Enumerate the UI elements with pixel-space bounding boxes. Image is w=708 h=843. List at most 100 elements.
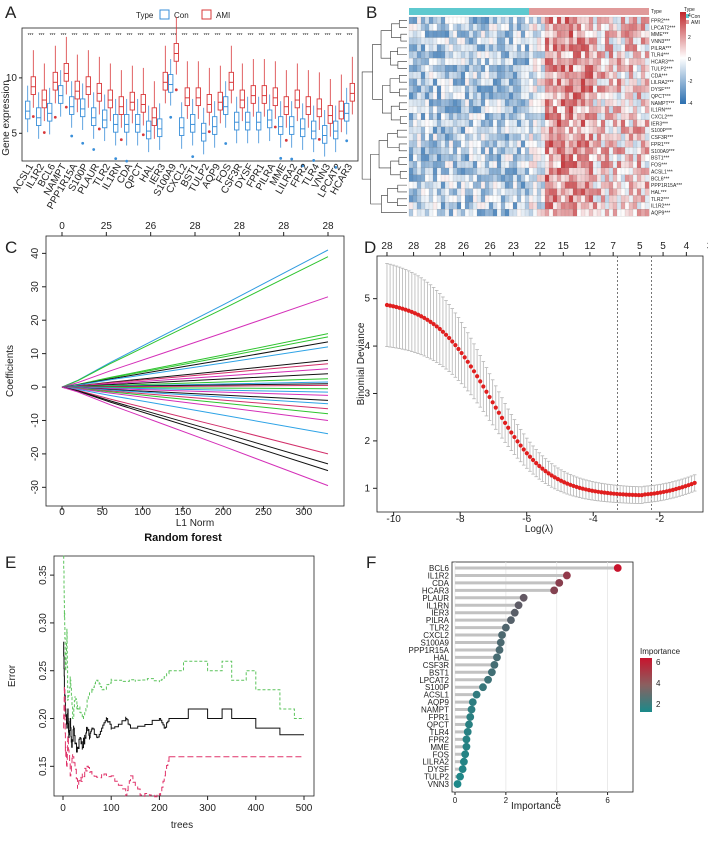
heatmap-cell [432, 209, 438, 217]
heatmap-cell [560, 51, 566, 59]
top-tick-label-d: 5 [660, 241, 666, 252]
heatmap-cell [496, 78, 502, 86]
box-ami [305, 96, 311, 115]
heatmap-cell [584, 58, 590, 66]
y-tick-label-c: 10 [30, 348, 41, 360]
heatmap-cell [516, 174, 522, 182]
heatmap-cell [460, 99, 466, 107]
heatmap-cell [460, 92, 466, 100]
heatmap-cell [464, 71, 470, 80]
heatmap-cell [612, 113, 618, 121]
heatmap-cell [448, 147, 454, 155]
heatmap-cell [476, 188, 482, 196]
top-tick-label-d: 7 [610, 241, 616, 252]
heatmap-cell [508, 209, 514, 217]
heatmap-cell [476, 71, 482, 80]
heatmap-cell [504, 92, 510, 100]
heatmap-cell [432, 181, 438, 189]
heatmap-cell [408, 30, 414, 38]
heatmap-cell [416, 147, 422, 155]
heatmap-cell [600, 30, 606, 38]
heatmap-cell [580, 195, 586, 203]
heatmap-cell [476, 119, 482, 128]
box-con [157, 118, 163, 138]
heatmap-cell [476, 23, 482, 31]
heatmap-cell [532, 154, 538, 162]
heatmap-cell [440, 188, 446, 196]
heatmap-cell [636, 209, 642, 217]
heatmap-cell [524, 71, 530, 80]
heatmap-cell [632, 167, 638, 176]
heatmap-cell [644, 23, 650, 31]
heatmap-cell [516, 71, 522, 80]
heatmap-cell [460, 181, 466, 189]
heatmap-cell [572, 92, 578, 100]
heatmap-cell [408, 154, 414, 162]
heatmap-cell [632, 85, 638, 93]
heatmap-cell [456, 161, 462, 169]
heatmap-cell [424, 44, 430, 52]
heatmap-cell [544, 71, 550, 80]
heatmap-cell [584, 99, 590, 107]
heatmap-cell [572, 44, 578, 52]
heatmap-cell [444, 209, 450, 217]
heatmap-cell [552, 92, 558, 100]
heatmap-cell [580, 78, 586, 86]
heatmap-cell [480, 154, 486, 162]
heatmap-cell [424, 37, 430, 45]
heatmap-cell [500, 161, 506, 169]
heatmap-cell [528, 58, 534, 66]
heatmap-cell [540, 58, 546, 66]
heatmap-cell [432, 92, 438, 100]
heatmap-cell [428, 181, 434, 189]
heatmap-cell [572, 64, 578, 73]
heatmap-cell [496, 92, 502, 100]
heatmap-cell [552, 154, 558, 162]
heatmap-cell [532, 85, 538, 93]
importance-point [555, 579, 564, 587]
heatmap-cell [432, 51, 438, 59]
heatmap-cell [524, 64, 530, 73]
heatmap-cell [580, 133, 586, 141]
heatmap-cell [644, 167, 650, 176]
heatmap-cell [612, 119, 618, 128]
heatmap-cell [484, 37, 490, 45]
heatmap-cell [564, 202, 570, 210]
heatmap-cell [496, 209, 502, 217]
importance-point [519, 593, 528, 602]
heatmap-cell [624, 181, 630, 189]
heatmap-cell [524, 167, 530, 176]
box-ami [85, 76, 91, 95]
heatmap-cell [628, 71, 634, 80]
heatmap-cell [552, 78, 558, 86]
box-ami [129, 91, 135, 111]
x-tick-label-c: 300 [295, 507, 312, 518]
deviance-point [518, 443, 523, 448]
heatmap-cell [432, 126, 438, 134]
box-con [113, 113, 119, 133]
heatmap-cell [532, 106, 538, 114]
heatmap-cell [580, 181, 586, 189]
heatmap-cell [468, 78, 474, 86]
importance-point [458, 765, 467, 774]
heatmap-cell [572, 119, 578, 128]
heatmap-cell [548, 161, 554, 169]
heatmap-cell [496, 147, 502, 155]
heatmap-cell [572, 161, 578, 169]
heatmap-cell [532, 209, 538, 217]
heatmap-cell [408, 78, 414, 86]
heatmap-cell [500, 106, 506, 114]
heatmap-cell [560, 30, 566, 38]
heatmap-cell [608, 64, 614, 73]
heatmap-cell [536, 44, 542, 52]
heatmap-cell [464, 64, 470, 73]
heatmap-cell [432, 44, 438, 52]
significance-mark: *** [138, 33, 144, 39]
heatmap-cell [512, 133, 518, 141]
heatmap-cell [464, 58, 470, 66]
heatmap-cell [424, 58, 430, 66]
heatmap-cell [484, 195, 490, 203]
heatmap-cell [632, 92, 638, 100]
deviance-point [602, 490, 607, 495]
heatmap-cell [484, 30, 490, 38]
